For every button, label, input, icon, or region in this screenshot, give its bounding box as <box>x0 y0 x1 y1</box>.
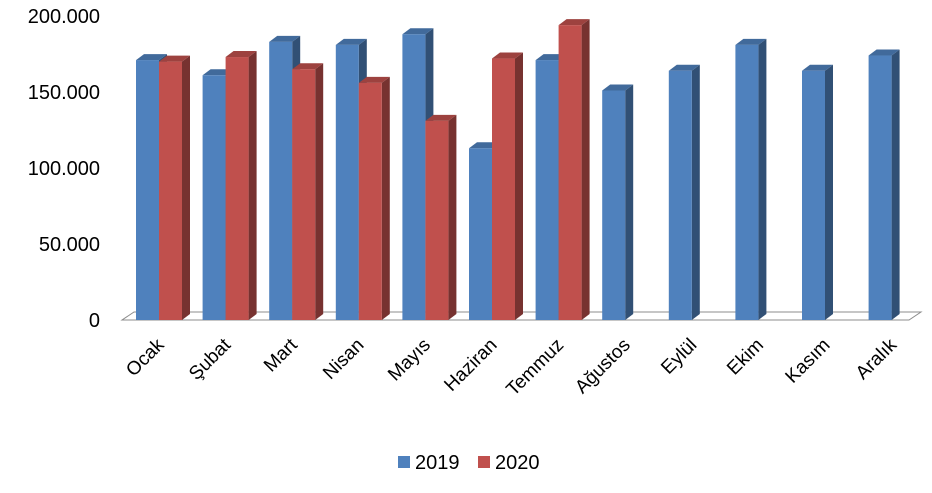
bar-front-face <box>469 148 492 320</box>
bar-side-face <box>581 19 590 321</box>
bar-top-face <box>358 76 390 83</box>
y-tick-label: 0 <box>89 310 100 332</box>
y-tick-label: 100.000 <box>28 158 100 180</box>
x-category-label: Eylül <box>657 335 701 379</box>
bar-top-face <box>735 38 767 45</box>
bar <box>802 64 833 320</box>
legend-swatch <box>478 456 490 468</box>
bar-front-face <box>535 60 559 321</box>
bar-top-face <box>868 49 900 56</box>
bar-side-face <box>691 64 700 320</box>
x-category-label: Kasım <box>782 335 835 388</box>
bar <box>602 84 634 320</box>
bar-side-face <box>891 49 900 321</box>
bar-front-face <box>292 69 316 320</box>
bar <box>558 19 590 321</box>
bar-front-face <box>402 34 426 321</box>
bar-side-face <box>315 63 324 320</box>
bar-top-face <box>159 55 190 62</box>
bar-side-face <box>825 64 833 320</box>
x-category-label: Temmuz <box>503 335 569 401</box>
bar-front-face <box>735 44 759 320</box>
bar-side-face <box>182 55 190 320</box>
bar-top-face <box>335 38 367 45</box>
y-tick-label: 50.000 <box>39 234 100 256</box>
bar-front-face <box>558 25 582 321</box>
bar-front-face <box>335 44 359 320</box>
x-axis-category-labels: Ocak Şubat Mart Nisan Mayıs Haziran Temmuz Ağus… <box>122 334 901 400</box>
x-category-label: Ocak <box>122 334 169 381</box>
bar-front-face <box>425 120 449 320</box>
bar-front-face <box>159 61 182 320</box>
x-category-label: Şubat <box>185 334 235 384</box>
bar-top-face <box>802 64 833 71</box>
y-tick-label: 200.000 <box>28 6 100 28</box>
x-category-label: Haziran <box>440 335 501 396</box>
bar <box>225 51 257 320</box>
bar <box>425 114 457 320</box>
bar-side-face <box>515 52 523 321</box>
y-tick-label: 150.000 <box>28 82 100 104</box>
bar-side-face <box>248 51 257 320</box>
bar-top-face <box>269 35 301 42</box>
bar <box>492 52 523 321</box>
legend: 2019 2020 <box>398 452 540 474</box>
bar-top-face <box>668 64 700 71</box>
x-category-label: Ağustos <box>571 335 634 398</box>
bar-top-face <box>558 19 590 26</box>
bar-front-face <box>202 75 226 320</box>
bar-side-face <box>448 114 457 320</box>
bar-front-face <box>358 82 382 320</box>
x-category-label: Aralık <box>852 334 902 384</box>
bar <box>358 76 390 320</box>
legend-item-label: 2020 <box>495 452 540 474</box>
y-axis-tick-labels: 0 50.000 100.000 150.000 200.000 <box>28 6 100 332</box>
bar <box>735 38 767 320</box>
bar <box>868 49 900 321</box>
bar-top-face <box>292 63 324 70</box>
bar-top-face <box>425 114 457 121</box>
x-category-label: Nisan <box>319 335 368 384</box>
bar-front-face <box>602 90 626 320</box>
bar-top-face <box>225 51 257 58</box>
x-category-label: Ekim <box>723 335 768 380</box>
bar <box>668 64 700 320</box>
bar-top-face <box>492 52 523 59</box>
bar-top-face <box>136 54 167 61</box>
bar-side-face <box>381 76 390 320</box>
bar-front-face <box>668 70 692 320</box>
bar <box>292 63 324 320</box>
chart-bars <box>136 19 900 321</box>
bar <box>159 55 190 320</box>
bar-front-face <box>225 57 249 320</box>
bar-top-face <box>602 84 634 91</box>
bar-front-face <box>269 41 293 321</box>
x-category-label: Mayıs <box>384 335 435 386</box>
bar-front-face <box>802 70 825 320</box>
x-category-label: Mart <box>260 334 302 376</box>
bar-side-face <box>758 38 767 320</box>
bar-front-face <box>492 58 515 321</box>
bar-front-face <box>868 55 892 321</box>
bar-side-face <box>625 84 634 320</box>
bar-front-face <box>136 60 159 321</box>
legend-item-label: 2019 <box>415 452 460 474</box>
legend-swatch <box>398 456 410 468</box>
bar-top-face <box>402 28 434 35</box>
